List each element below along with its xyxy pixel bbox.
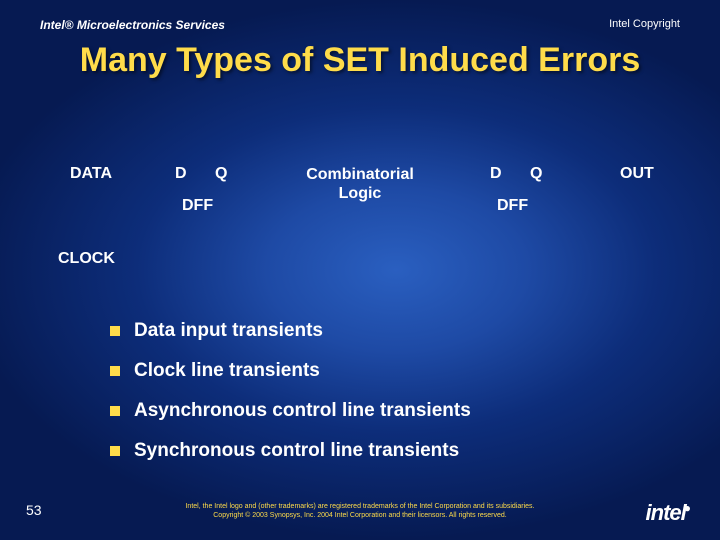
data-label: DATA (70, 165, 112, 183)
bullet-text: Clock line transients (134, 360, 320, 382)
list-item: Synchronous control line transients (110, 440, 630, 462)
header-right: Intel Copyright (609, 18, 680, 30)
dff2-d: D (490, 165, 502, 183)
comb-logic: Combinatorial Logic (290, 165, 430, 203)
dff1-name: DFF (182, 197, 213, 215)
bullet-list: Data input transients Clock line transie… (110, 320, 630, 480)
footer-legal: Intel, the Intel logo and (other tradema… (0, 502, 720, 520)
bullet-text: Synchronous control line transients (134, 440, 459, 462)
bullet-text: Data input transients (134, 320, 323, 342)
list-item: Clock line transients (110, 360, 630, 382)
bullet-icon (110, 326, 120, 336)
dff1-d: D (175, 165, 187, 183)
slide: Intel® Microelectronics Services Intel C… (0, 0, 720, 540)
footer-line1: Intel, the Intel logo and (other tradema… (0, 502, 720, 511)
list-item: Data input transients (110, 320, 630, 342)
logo-dot: ● (684, 501, 690, 515)
clock-label: CLOCK (58, 250, 115, 268)
dff2-q: Q (530, 165, 542, 183)
logo-text: intel (646, 500, 686, 525)
footer-line2: Copyright © 2003 Synopsys, Inc. 2004 Int… (0, 511, 720, 520)
page-title: Many Types of SET Induced Errors (0, 42, 720, 79)
header-left: Intel® Microelectronics Services (40, 18, 225, 32)
intel-logo: intel● (646, 500, 692, 526)
bullet-text: Asynchronous control line transients (134, 400, 471, 422)
block-diagram: DATA D Q DFF Combinatorial Logic D Q DFF… (0, 155, 720, 285)
bullet-icon (110, 366, 120, 376)
dff2-name: DFF (497, 197, 528, 215)
list-item: Asynchronous control line transients (110, 400, 630, 422)
bullet-icon (110, 406, 120, 416)
bullet-icon (110, 446, 120, 456)
out-label: OUT (620, 165, 654, 183)
dff1-q: Q (215, 165, 227, 183)
